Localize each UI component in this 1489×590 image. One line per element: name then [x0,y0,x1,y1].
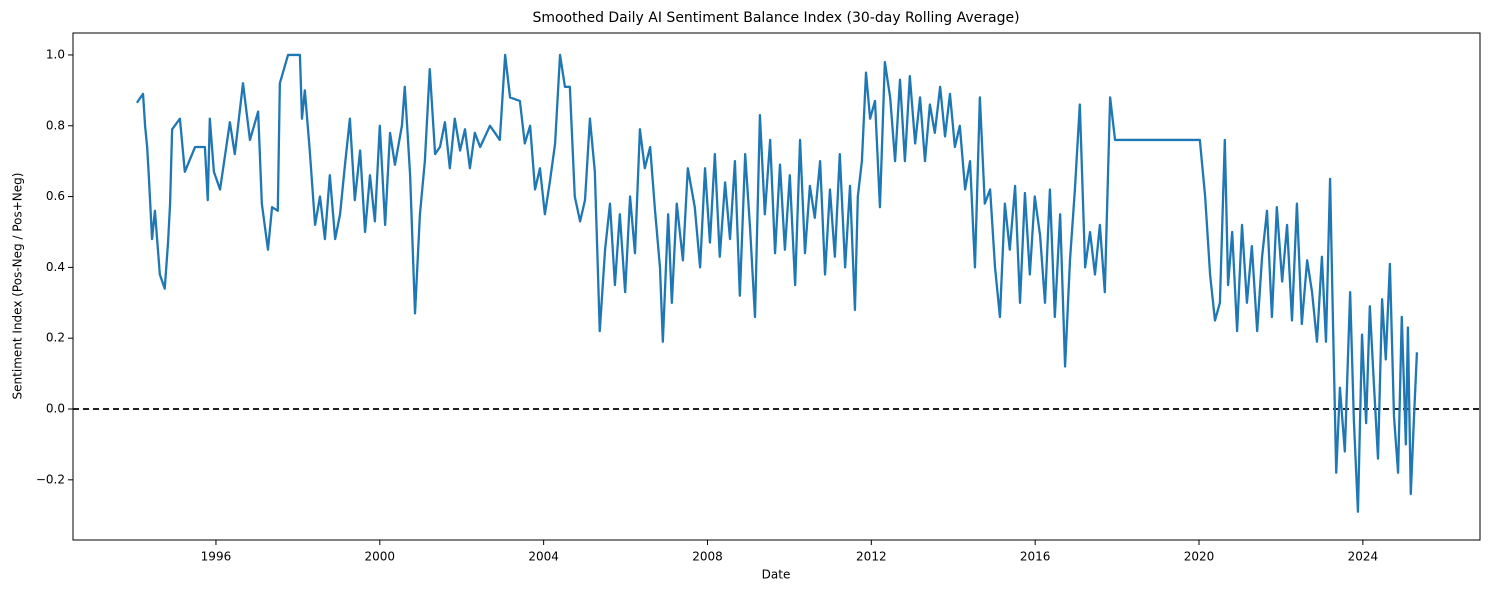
x-tick-label: 2008 [692,550,723,564]
x-tick-label: 2024 [1348,550,1379,564]
x-tick-label: 2016 [1020,550,1051,564]
x-axis-label: Date [762,568,791,582]
data-line [135,53,1419,513]
x-tick-label: 2004 [528,550,559,564]
y-axis-label: Sentiment Index (Pos-Neg / Pos+Neg) [11,173,25,400]
y-tick-label: 0.2 [46,331,65,345]
x-tick-label: 2020 [1184,550,1215,564]
y-tick-label: 0.8 [46,118,65,132]
x-tick-label: 2012 [856,550,887,564]
y-tick-label: 0.4 [46,260,65,274]
x-tick-label: 2000 [365,550,396,564]
y-tick-label: 0.6 [46,189,65,203]
y-tick-label: 1.0 [46,47,65,61]
chart-title: Smoothed Daily AI Sentiment Balance Inde… [532,10,1019,26]
x-tick-label: 1996 [201,550,232,564]
y-tick-label: −0.2 [36,472,65,486]
plot-frame [72,32,1481,541]
y-tick-label: 0.0 [46,402,65,416]
